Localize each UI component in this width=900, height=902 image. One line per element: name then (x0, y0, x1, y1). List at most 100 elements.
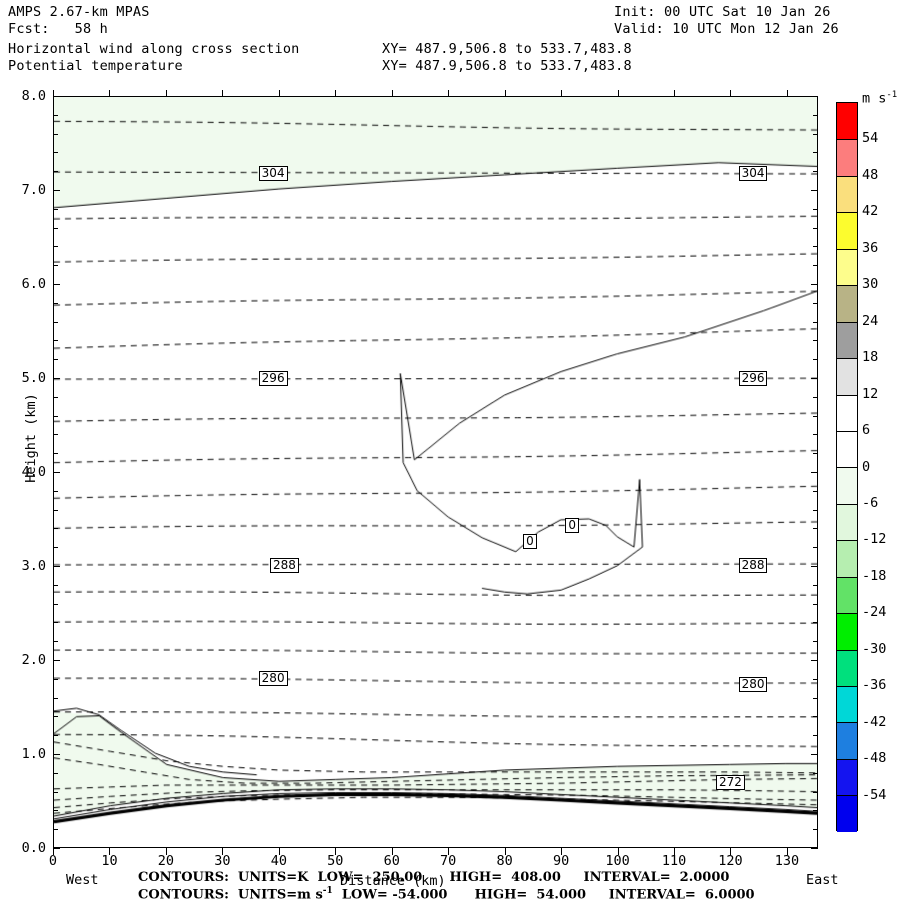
colorbar-tick-label: -54 (862, 786, 887, 803)
colorbar-units-text: m s (862, 90, 887, 107)
colorbar-band (837, 722, 857, 759)
y-tick-minor (53, 735, 58, 737)
model-title: AMPS 2.67-km MPAS (8, 4, 150, 20)
x-tick-label: 20 (157, 853, 175, 869)
colorbar-tick-label: 30 (862, 276, 879, 293)
y-tick-minor-right (813, 603, 818, 605)
x-tick-label: 80 (496, 853, 513, 869)
x-tick-top (561, 90, 563, 97)
colorbar-band (837, 795, 857, 832)
colorbar-tick-label: -12 (862, 531, 887, 548)
colorbar-tick-label: -48 (862, 750, 887, 767)
x-tick-top (448, 90, 450, 97)
colorbar-tick-label: 18 (862, 349, 879, 366)
x-tick-label: 110 (661, 853, 687, 869)
y-tick-minor-right (813, 340, 818, 342)
y-tick (53, 472, 60, 473)
colorbar-tick-label: -30 (862, 640, 887, 657)
y-tick-minor (53, 584, 58, 586)
y-tick-minor (53, 396, 58, 398)
y-tick-label: 8.0 (21, 88, 46, 104)
y-tick-minor (53, 697, 58, 699)
y-tick-minor-right (813, 622, 818, 624)
colorbar-band (837, 358, 857, 395)
isentrope-label: 280 (738, 676, 768, 692)
x-axis-label: Distance (km) (340, 873, 446, 889)
y-tick-minor (53, 321, 58, 323)
x-tick-label: 90 (552, 853, 570, 869)
x-tick-label: 30 (214, 853, 231, 869)
y-tick-minor-right (813, 152, 818, 154)
colorbar-tick-label: 42 (862, 203, 879, 220)
y-tick-minor (53, 716, 58, 718)
colorbar-band (837, 212, 857, 249)
wind-speed-colorbar (836, 102, 858, 832)
isentrope-label: 280 (258, 671, 288, 687)
y-tick-minor (53, 509, 58, 511)
x-tick (786, 848, 788, 855)
x-tick-label: 130 (774, 853, 800, 869)
x-tick (674, 848, 676, 855)
field-label-wind: Horizontal wind along cross section (8, 41, 300, 57)
x-tick-top (335, 90, 337, 97)
x-tick (109, 848, 111, 855)
x-tick-label: 70 (440, 853, 457, 869)
y-tick-minor (53, 641, 58, 643)
wind-zero-label: 0 (523, 534, 537, 550)
y-tick-minor-right (813, 697, 818, 699)
y-tick-right (811, 848, 818, 849)
y-tick-minor (53, 208, 58, 210)
colorbar-band (837, 576, 857, 614)
y-tick-minor-right (813, 415, 818, 417)
field-label-theta: Potential temperature (8, 58, 183, 74)
isentrope-label: 272 (715, 774, 745, 790)
isentrope-label: 296 (258, 371, 288, 387)
y-tick-right (811, 472, 818, 473)
colorbar-band (837, 285, 857, 322)
y-tick-minor-right (813, 171, 818, 173)
y-tick-minor-right (813, 641, 818, 643)
y-tick-minor (53, 603, 58, 605)
colorbar-band (837, 175, 857, 213)
forecast-hour: Fcst: 58 h (8, 21, 108, 37)
y-tick-minor (53, 547, 58, 549)
x-tick (222, 848, 224, 855)
west-endpoint-label: West (66, 872, 99, 888)
isentrope-label: 288 (738, 557, 768, 573)
y-tick (53, 284, 60, 285)
y-tick-minor (53, 453, 58, 455)
wind-zero-label: 0 (565, 518, 580, 534)
colorbar-tick-label: -24 (862, 604, 887, 621)
y-tick-label: 0.0 (21, 840, 46, 856)
y-tick-minor (53, 133, 58, 135)
x-tick-label: 60 (383, 853, 400, 869)
x-tick-top (165, 90, 167, 97)
cross-section-endpoints-wind: XY= 487.9,506.8 to 533.7,483.8 (382, 41, 632, 57)
colorbar-tick-label: 24 (862, 312, 879, 329)
x-tick-top (617, 90, 619, 97)
y-tick-minor-right (813, 246, 818, 248)
isentrope-label: 296 (738, 371, 768, 387)
y-tick-minor-right (813, 114, 818, 116)
y-tick (53, 566, 60, 567)
y-tick-minor-right (813, 208, 818, 210)
y-tick-minor (53, 490, 58, 492)
y-tick-label: 7.0 (21, 182, 46, 198)
colorbar-tick-label: -42 (862, 713, 887, 730)
colorbar-band (837, 540, 857, 577)
x-tick (504, 848, 506, 855)
contour-info-wind-pre: CONTOURS: UNITS=m s (138, 887, 323, 902)
y-tick-label: 3.0 (21, 558, 46, 574)
y-tick (53, 190, 60, 191)
colorbar-band (837, 430, 857, 468)
y-tick-minor-right (813, 490, 818, 492)
colorbar-tick-label: 12 (862, 385, 879, 402)
y-tick-minor-right (813, 434, 818, 436)
y-tick-minor-right (813, 735, 818, 737)
y-tick-minor (53, 829, 58, 831)
y-tick-minor-right (813, 321, 818, 323)
y-tick-label: 2.0 (21, 652, 46, 668)
y-tick-label: 5.0 (21, 370, 46, 386)
y-tick-minor (53, 302, 58, 304)
cross-section-plot (53, 96, 818, 848)
